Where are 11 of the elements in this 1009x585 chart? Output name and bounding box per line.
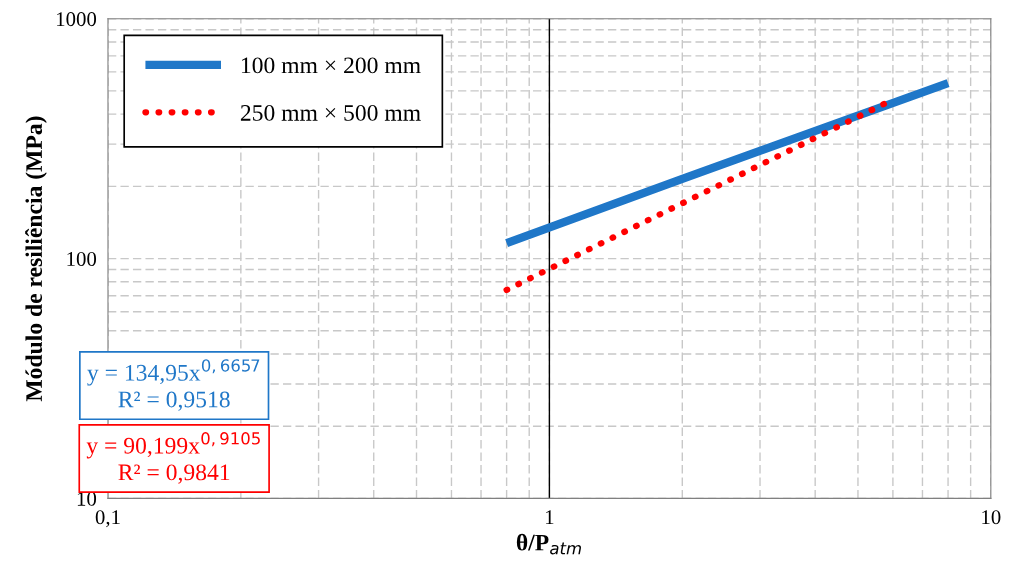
annotation: y = 90,199x$^{0,9105}$ R² = 0,9841	[86, 432, 260, 484]
y-tick-label: 1000	[57, 12, 97, 27]
x-tick-label: 0,1	[95, 510, 120, 528]
x-axis-title: θ/P$_{atm}$	[516, 533, 581, 555]
legend-label: 100 mm × 200 mm	[241, 57, 421, 74]
y-tick-label: 100	[67, 251, 97, 266]
x-tick-label: 10	[982, 510, 1001, 525]
x-tick-label: 1	[546, 510, 554, 524]
y-axis-title: Módulo de resiliência (MPa)	[25, 116, 47, 402]
annotation: y = 134,95x$^{0,6657}$ R² = 0,9518	[87, 359, 260, 411]
legend-label: 250 mm × 500 mm	[240, 104, 421, 121]
